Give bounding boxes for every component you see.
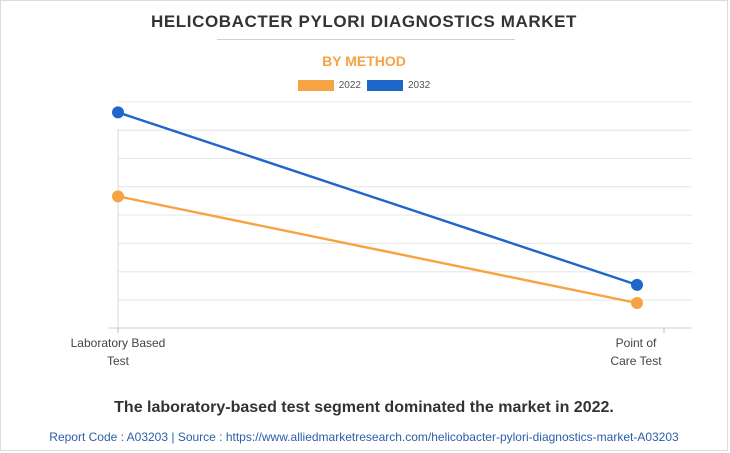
data-point-2022 [631,297,643,310]
legend-item-2032[interactable]: 2032 [367,80,430,91]
legend-label-2022: 2022 [338,80,361,91]
legend-swatch-2032 [367,80,403,91]
series-line-2032 [117,111,638,287]
data-point-2032 [631,278,643,291]
data-point-2032 [112,106,124,119]
source-footer[interactable]: Report Code : A03203 | Source : https://… [49,430,679,444]
line-chart: Laboratory Based Test Point of Care Test [71,101,692,368]
legend-item-2022[interactable]: 2022 [297,80,361,91]
legend-swatch-2022 [297,80,334,91]
x-tick-label: Laboratory Based Test [71,336,166,368]
legend: 2022 2032 [1,80,727,91]
x-tick-label: Point of Care Test [610,336,662,368]
data-point-2022 [112,190,124,203]
chart-subtitle: BY METHOD [322,53,406,69]
legend-label-2032: 2032 [408,80,431,91]
series-line-2022 [117,195,638,305]
chart-caption: The laboratory-based test segment domina… [114,399,614,416]
chart-title: HELICOBACTER PYLORI DIAGNOSTICS MARKET [150,12,578,31]
title-divider [217,39,515,40]
